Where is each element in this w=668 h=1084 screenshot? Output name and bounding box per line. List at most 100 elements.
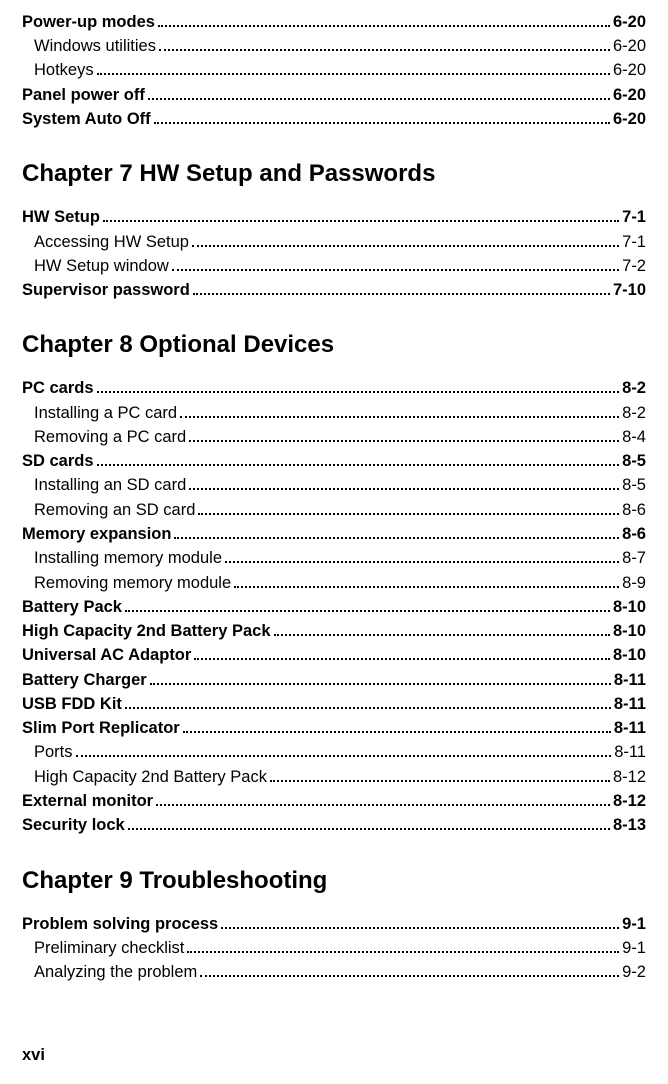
toc-row: Removing an SD card8-6 (22, 498, 646, 522)
toc-row: Accessing HW Setup7-1 (22, 230, 646, 254)
toc-page-number: 8-10 (613, 644, 646, 667)
toc-page-number: 8-10 (613, 620, 646, 643)
toc-leader-dots (183, 716, 611, 733)
toc-label: Problem solving process (22, 913, 218, 936)
toc-label: Battery Pack (22, 596, 122, 619)
toc-leader-dots (158, 10, 610, 27)
toc-label: Slim Port Replicator (22, 717, 180, 740)
toc-page-number: 6-20 (613, 35, 646, 58)
toc-leader-dots (174, 522, 619, 539)
toc-page-number: 8-11 (614, 669, 646, 692)
toc-label: Hotkeys (22, 59, 94, 82)
toc-row: Preliminary checklist 9-1 (22, 936, 646, 960)
toc-row: Removing memory module8-9 (22, 571, 646, 595)
toc-page-number: 8-7 (622, 547, 646, 570)
toc-label: Ports (22, 741, 73, 764)
toc-row: USB FDD Kit8-11 (22, 692, 646, 716)
toc-label: Installing memory module (22, 547, 222, 570)
toc-label: Installing an SD card (22, 474, 186, 497)
toc-label: Preliminary checklist (22, 937, 184, 960)
toc-label: USB FDD Kit (22, 693, 122, 716)
toc-label: Installing a PC card (22, 402, 177, 425)
toc-label: System Auto Off (22, 108, 151, 131)
toc-page-number: 8-12 (613, 766, 646, 789)
toc-page-number: 8-10 (613, 596, 646, 619)
toc-leader-dots (148, 83, 610, 100)
toc-leader-dots (225, 546, 619, 563)
toc-page-number: 9-2 (622, 961, 646, 984)
toc-row: Windows utilities 6-20 (22, 34, 646, 58)
toc-page-number: 8-6 (622, 523, 646, 546)
toc-page-number: 8-5 (622, 450, 646, 473)
toc-leader-dots (189, 425, 619, 442)
toc-page-number: 6-20 (613, 11, 646, 34)
toc-row: Security lock8-13 (22, 813, 646, 837)
toc-row: Supervisor password7-10 (22, 278, 646, 302)
toc-leader-dots (200, 960, 619, 977)
toc-leader-dots (97, 377, 620, 394)
toc-label: HW Setup window (22, 255, 169, 278)
toc-leader-dots (125, 692, 611, 709)
toc-row: SD cards8-5 (22, 449, 646, 473)
toc-leader-dots (192, 230, 619, 247)
toc-page-number: 8-11 (614, 741, 646, 764)
chapter-heading: Chapter 9 Troubleshooting (22, 864, 646, 898)
toc-label: Removing an SD card (22, 499, 195, 522)
toc-leader-dots (198, 498, 619, 515)
toc-page-number: 8-2 (622, 402, 646, 425)
toc-leader-dots (180, 401, 619, 418)
toc-leader-dots (125, 595, 610, 612)
toc-row: Hotkeys 6-20 (22, 59, 646, 83)
toc-label: Panel power off (22, 84, 145, 107)
toc-row: Analyzing the problem 9-2 (22, 960, 646, 984)
toc-row: Problem solving process 9-1 (22, 912, 646, 936)
toc-label: Universal AC Adaptor (22, 644, 191, 667)
toc-page-number: 6-20 (613, 84, 646, 107)
toc-label: PC cards (22, 377, 94, 400)
toc-leader-dots (221, 912, 619, 929)
toc-container: Power-up modes6-20Windows utilities6-20H… (22, 10, 646, 984)
toc-label: Memory expansion (22, 523, 171, 546)
toc-row: Power-up modes 6-20 (22, 10, 646, 34)
toc-leader-dots (103, 205, 619, 222)
toc-leader-dots (189, 474, 619, 491)
toc-label: Security lock (22, 814, 125, 837)
toc-row: HW Setup7-1 (22, 205, 646, 229)
toc-page-number: 7-2 (622, 255, 646, 278)
toc-page-number: 9-1 (622, 913, 646, 936)
toc-label: Analyzing the problem (22, 961, 197, 984)
toc-label: External monitor (22, 790, 153, 813)
toc-page-number: 8-11 (614, 717, 646, 740)
toc-leader-dots (154, 107, 610, 124)
toc-row: High Capacity 2nd Battery Pack8-10 (22, 619, 646, 643)
toc-page-number: 8-12 (613, 790, 646, 813)
toc-row: Removing a PC card 8-4 (22, 425, 646, 449)
toc-leader-dots (150, 668, 611, 685)
toc-row: High Capacity 2nd Battery Pack 8-12 (22, 765, 646, 789)
toc-page-number: 8-4 (622, 426, 646, 449)
toc-row: Installing an SD card8-5 (22, 474, 646, 498)
toc-row: System Auto Off 6-20 (22, 107, 646, 131)
toc-row: External monitor 8-12 (22, 789, 646, 813)
toc-row: Battery Charger8-11 (22, 668, 646, 692)
chapter-heading: Chapter 8 Optional Devices (22, 328, 646, 362)
toc-leader-dots (274, 619, 610, 636)
toc-label: High Capacity 2nd Battery Pack (22, 766, 267, 789)
toc-page-number: 9-1 (622, 937, 646, 960)
toc-leader-dots (187, 936, 619, 953)
toc-leader-dots (194, 643, 610, 660)
toc-label: Power-up modes (22, 11, 155, 34)
toc-label: Windows utilities (22, 35, 156, 58)
toc-leader-dots (270, 765, 610, 782)
toc-row: Memory expansion 8-6 (22, 522, 646, 546)
toc-leader-dots (128, 813, 610, 830)
toc-row: PC cards8-2 (22, 377, 646, 401)
toc-label: Supervisor password (22, 279, 190, 302)
toc-label: Removing a PC card (22, 426, 186, 449)
toc-leader-dots (76, 741, 612, 758)
toc-label: HW Setup (22, 206, 100, 229)
toc-page-number: 6-20 (613, 59, 646, 82)
toc-leader-dots (97, 449, 620, 466)
toc-page-number: 6-20 (613, 108, 646, 131)
page-number: xvi (22, 1044, 646, 1067)
